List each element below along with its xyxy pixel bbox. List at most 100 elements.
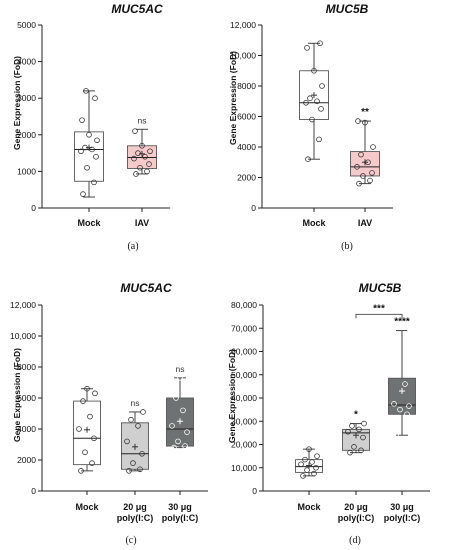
panel-b-data-point bbox=[303, 99, 309, 106]
panel-b-data-point bbox=[317, 40, 323, 47]
panel-b-data-point bbox=[304, 45, 310, 51]
panel-c-data-point bbox=[184, 429, 190, 435]
panel-d-data-point bbox=[302, 456, 308, 463]
panel-b-plot: 0 2000 4000 6000 8000 10,000 12,000 Mock ** IAV bbox=[230, 20, 393, 228]
panel-b-data-point bbox=[309, 116, 315, 123]
panel-c-data-point bbox=[182, 443, 188, 449]
panel-d-data-point bbox=[391, 401, 397, 407]
panel-d-data-point bbox=[404, 411, 410, 418]
panel-c-y-tick-label: 12,000 bbox=[10, 300, 36, 310]
panel-d-y-axis-label: Gene Expression (FoD) bbox=[227, 349, 237, 443]
panel-b-data-point bbox=[307, 95, 313, 101]
panel-a-category-label: Mock bbox=[77, 218, 101, 228]
panel-c-category-label: poly(I:C) bbox=[162, 513, 199, 523]
panel-b: MUC5B Gene Expression (FoD) 0 2000 4000 600… bbox=[228, 2, 393, 252]
panel-b-y-axis-label: Gene Expression (FoD) bbox=[228, 51, 238, 145]
panel-c-data-point bbox=[80, 398, 86, 404]
panel-c-y-tick-label: 6000 bbox=[17, 393, 36, 403]
panel-d-data-point bbox=[304, 467, 310, 473]
panel-d-caption: (d) bbox=[349, 535, 361, 546]
panel-b-y-tick-label: 8000 bbox=[237, 81, 256, 91]
panel-d-category-label: 20 μg bbox=[344, 502, 368, 512]
panel-c-y-tick-label: 0 bbox=[31, 486, 36, 496]
panel-d-data-point bbox=[349, 423, 355, 429]
panel-a-data-point bbox=[80, 191, 86, 197]
panel-d-data-point bbox=[298, 461, 304, 468]
panel-c-category-label: 20 μg bbox=[123, 502, 147, 512]
panel-b-title: MUC5B bbox=[326, 2, 369, 16]
panel-a-data-point bbox=[83, 88, 89, 94]
panel-c-data-point bbox=[171, 444, 177, 451]
panel-d-data-point bbox=[406, 403, 412, 409]
panel-a-plot: 0 1000 2000 3000 4000 5000 Mock ns IAV bbox=[17, 20, 170, 228]
panel-a-data-point bbox=[82, 144, 88, 151]
panel-d-data-point bbox=[309, 459, 315, 465]
panel-c-data-point bbox=[76, 426, 82, 432]
panel-a-data-point bbox=[84, 164, 90, 171]
panel-d-data-point bbox=[358, 447, 364, 454]
panel-c-data-point bbox=[177, 375, 183, 381]
panel-a-y-tick-label: 3000 bbox=[17, 93, 36, 103]
panel-b-y-tick-label: 2000 bbox=[237, 173, 256, 183]
panel-c-y-tick-label: 2000 bbox=[17, 455, 36, 465]
panel-a-data-point bbox=[132, 128, 138, 134]
panel-c-data-point bbox=[137, 466, 143, 473]
panel-b-data-point bbox=[370, 144, 376, 150]
panel-d-category-label: Mock bbox=[297, 502, 321, 512]
panel-c-data-point bbox=[128, 416, 134, 423]
panel-b-data-point bbox=[354, 164, 360, 170]
panel-a-data-point bbox=[91, 179, 97, 186]
panel-b-caption: (b) bbox=[341, 241, 353, 252]
panel-d-data-point bbox=[393, 432, 399, 439]
panel-c-category-label: poly(I:C) bbox=[117, 513, 154, 523]
panel-d-y-tick-label: 20,000 bbox=[231, 440, 257, 450]
panel-c-category-label: Mock bbox=[75, 502, 99, 512]
panel-a-y-axis-label: Gene Expression (FoD) bbox=[12, 56, 22, 150]
panel-d-data-point bbox=[311, 470, 317, 477]
panel-b-data-point bbox=[355, 118, 361, 124]
panel-c-data-point bbox=[185, 379, 191, 386]
panel-b-data-point bbox=[311, 67, 317, 74]
panel-d-plot: 0 10,000 20,000 30,000 40,000 50,000 60,000 70,… bbox=[231, 300, 430, 523]
panel-d-bracket-label: *** bbox=[373, 303, 385, 314]
panel-d-y-tick-label: 80,000 bbox=[231, 300, 257, 310]
panel-d-significance-label: * bbox=[354, 410, 358, 421]
panel-a-significance-label: ns bbox=[138, 115, 147, 125]
panel-c-y-tick-label: 10,000 bbox=[10, 331, 36, 341]
panel-a-data-point bbox=[93, 153, 99, 160]
panel-b-data-point bbox=[358, 151, 364, 158]
panel-c-data-point bbox=[78, 468, 84, 474]
panel-c-data-point bbox=[140, 409, 146, 415]
panel-c-data-point bbox=[89, 460, 95, 466]
panel-a-data-point bbox=[78, 148, 84, 155]
panel-d-data-point bbox=[361, 420, 367, 427]
panel-c-data-point bbox=[139, 450, 145, 457]
panel-c-data-point bbox=[169, 423, 175, 429]
panel-b-data-point bbox=[369, 170, 375, 176]
panel-c-data-point bbox=[130, 460, 136, 466]
panel-d-data-point bbox=[306, 446, 312, 452]
panel-a-data-point bbox=[144, 168, 150, 175]
panel-a-data-point bbox=[139, 142, 145, 149]
panel-d-data-point bbox=[407, 327, 413, 334]
panel-c-data-point bbox=[92, 390, 98, 397]
panel-a-data-point bbox=[92, 95, 98, 101]
panel-d-data-point bbox=[360, 434, 366, 441]
panel-c-data-point bbox=[173, 395, 179, 401]
panel-a-data-point bbox=[137, 164, 143, 171]
panel-a-caption: (a) bbox=[127, 241, 138, 252]
panel-b-y-tick-label: 0 bbox=[251, 203, 256, 213]
panel-c-caption: (c) bbox=[125, 535, 136, 546]
panel-a-y-tick-label: 0 bbox=[31, 203, 36, 213]
panel-d-y-tick-label: 50,000 bbox=[231, 370, 257, 380]
panel-d-y-tick-label: 40,000 bbox=[231, 393, 257, 403]
panel-b-data-point bbox=[319, 83, 325, 89]
panel-d-y-tick-label: 30,000 bbox=[231, 416, 257, 426]
panel-d-significance-label: **** bbox=[394, 317, 410, 328]
panel-a-y-tick-label: 4000 bbox=[17, 57, 36, 67]
panel-d-y-tick-label: 70,000 bbox=[231, 323, 257, 333]
panel-d-data-point bbox=[313, 464, 319, 471]
panel-a-data-point bbox=[86, 132, 92, 138]
panel-c-data-point bbox=[124, 438, 130, 445]
